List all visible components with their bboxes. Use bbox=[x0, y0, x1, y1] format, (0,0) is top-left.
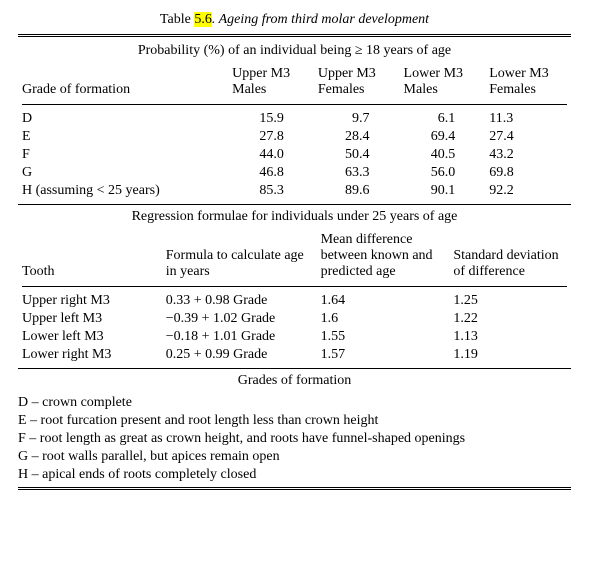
value-cell: 27.4 bbox=[485, 128, 571, 146]
rule bbox=[22, 286, 567, 287]
value-cell: 11.3 bbox=[485, 110, 571, 128]
sd-cell: 1.25 bbox=[449, 292, 571, 310]
formula-cell: −0.18 + 1.01 Grade bbox=[162, 328, 317, 346]
grade-cell: D bbox=[18, 110, 228, 128]
table-row: E 27.8 28.4 69.4 27.4 bbox=[18, 128, 571, 146]
table1-superhead: Probability (%) of an individual being ≥… bbox=[18, 43, 571, 59]
table-row: F 44.0 50.4 40.5 43.2 bbox=[18, 146, 571, 164]
col-upper-m3-males: Upper M3 Males bbox=[228, 65, 314, 99]
value-cell: 43.2 bbox=[485, 146, 571, 164]
value-cell: 28.4 bbox=[314, 128, 400, 146]
tooth-cell: Lower left M3 bbox=[18, 328, 162, 346]
table1-rowhead: Grade of formation bbox=[18, 65, 228, 99]
value-cell: 50.4 bbox=[314, 146, 400, 164]
table-row: D 15.9 9.7 6.1 11.3 bbox=[18, 110, 571, 128]
table-row: Lower right M3 0.25 + 0.99 Grade 1.57 1.… bbox=[18, 346, 571, 364]
table1-header-row: Grade of formation Upper M3 Males Upper … bbox=[18, 65, 571, 99]
value-cell: 85.3 bbox=[228, 182, 314, 200]
grade-def: E – root furcation present and root leng… bbox=[18, 413, 571, 429]
formula-cell: 0.33 + 0.98 Grade bbox=[162, 292, 317, 310]
grades-title: Grades of formation bbox=[18, 373, 571, 389]
top-double-rule bbox=[18, 34, 571, 37]
table-row: Upper left M3 −0.39 + 1.02 Grade 1.6 1.2… bbox=[18, 310, 571, 328]
tooth-cell: Lower right M3 bbox=[18, 346, 162, 364]
value-cell: 69.4 bbox=[400, 128, 486, 146]
value-cell: 15.9 bbox=[228, 110, 314, 128]
value-cell: 40.5 bbox=[400, 146, 486, 164]
grade-def: H – apical ends of roots completely clos… bbox=[18, 467, 571, 483]
col-lower-m3-males: Lower M3 Males bbox=[400, 65, 486, 99]
mean-cell: 1.57 bbox=[317, 346, 450, 364]
rule bbox=[18, 204, 571, 205]
formula-cell: −0.39 + 1.02 Grade bbox=[162, 310, 317, 328]
value-cell: 46.8 bbox=[228, 164, 314, 182]
grade-def: F – root length as great as crown height… bbox=[18, 431, 571, 447]
value-cell: 56.0 bbox=[400, 164, 486, 182]
value-cell: 69.8 bbox=[485, 164, 571, 182]
grade-cell: F bbox=[18, 146, 228, 164]
mean-cell: 1.55 bbox=[317, 328, 450, 346]
col-upper-m3-females: Upper M3 Females bbox=[314, 65, 400, 99]
table-row: Upper right M3 0.33 + 0.98 Grade 1.64 1.… bbox=[18, 292, 571, 310]
col-formula: Formula to calculate age in years bbox=[162, 231, 317, 281]
grade-def: D – crown complete bbox=[18, 395, 571, 411]
col-meandiff: Mean difference between known and predic… bbox=[317, 231, 450, 281]
value-cell: 89.6 bbox=[314, 182, 400, 200]
grade-def: G – root walls parallel, but apices rema… bbox=[18, 449, 571, 465]
sd-cell: 1.19 bbox=[449, 346, 571, 364]
table2-rowhead: Tooth bbox=[18, 231, 162, 281]
grade-cell: E bbox=[18, 128, 228, 146]
mean-cell: 1.6 bbox=[317, 310, 450, 328]
table2-superhead: Regression formulae for individuals unde… bbox=[18, 209, 571, 225]
value-cell: 92.2 bbox=[485, 182, 571, 200]
caption-title: . Ageing from third molar development bbox=[212, 12, 429, 27]
table-caption: Table 5.6. Ageing from third molar devel… bbox=[18, 12, 571, 28]
value-cell: 6.1 bbox=[400, 110, 486, 128]
caption-prefix: Table bbox=[160, 12, 194, 27]
table-row: G 46.8 63.3 56.0 69.8 bbox=[18, 164, 571, 182]
value-cell: 9.7 bbox=[314, 110, 400, 128]
tooth-cell: Upper left M3 bbox=[18, 310, 162, 328]
col-lower-m3-females: Lower M3 Females bbox=[485, 65, 571, 99]
caption-number: 5.6 bbox=[194, 12, 212, 27]
sd-cell: 1.22 bbox=[449, 310, 571, 328]
table-row: Lower left M3 −0.18 + 1.01 Grade 1.55 1.… bbox=[18, 328, 571, 346]
regression-table: Tooth Formula to calculate age in years … bbox=[18, 231, 571, 364]
grade-cell: G bbox=[18, 164, 228, 182]
table-row: H (assuming < 25 years) 85.3 89.6 90.1 9… bbox=[18, 182, 571, 200]
value-cell: 63.3 bbox=[314, 164, 400, 182]
sd-cell: 1.13 bbox=[449, 328, 571, 346]
table2-header-row: Tooth Formula to calculate age in years … bbox=[18, 231, 571, 281]
mean-cell: 1.64 bbox=[317, 292, 450, 310]
rule bbox=[18, 368, 571, 369]
grade-cell: H (assuming < 25 years) bbox=[18, 182, 228, 200]
value-cell: 44.0 bbox=[228, 146, 314, 164]
value-cell: 27.8 bbox=[228, 128, 314, 146]
tooth-cell: Upper right M3 bbox=[18, 292, 162, 310]
formula-cell: 0.25 + 0.99 Grade bbox=[162, 346, 317, 364]
probability-table: Grade of formation Upper M3 Males Upper … bbox=[18, 65, 571, 200]
bottom-double-rule bbox=[18, 487, 571, 490]
value-cell: 90.1 bbox=[400, 182, 486, 200]
rule bbox=[22, 104, 567, 105]
col-stddev: Standard deviation of difference bbox=[449, 231, 571, 281]
